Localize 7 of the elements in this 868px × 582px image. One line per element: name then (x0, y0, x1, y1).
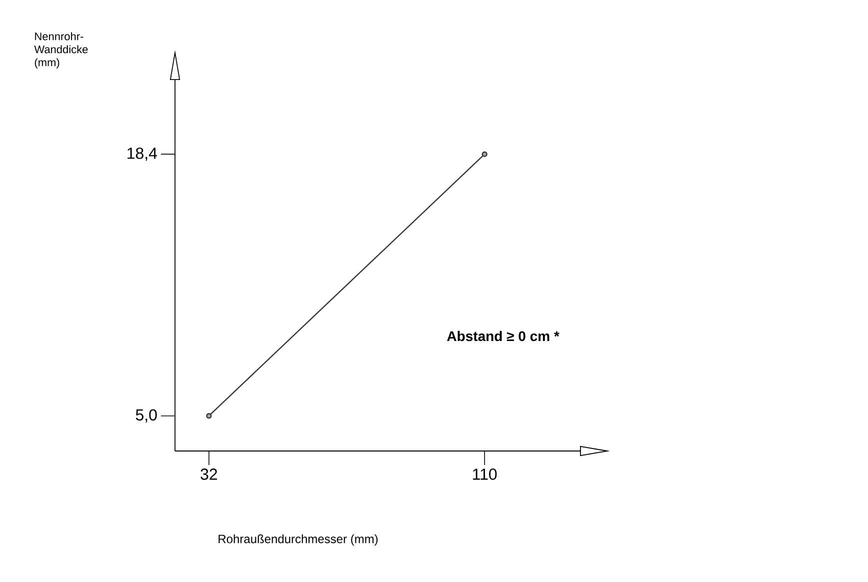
y-tick-label: 5,0 (136, 409, 157, 422)
x-tick-label: 110 (473, 468, 497, 480)
annotation: Abstand ≥ 0 cm * (447, 330, 560, 342)
x-axis-title: Rohraußendurchmesser (mm) (218, 534, 378, 546)
y-axis-title: Nennrohr-Wanddicke (mm) (34, 32, 88, 68)
y-tick-label: 18,4 (128, 148, 157, 161)
x-tick-label: 32 (200, 468, 218, 480)
